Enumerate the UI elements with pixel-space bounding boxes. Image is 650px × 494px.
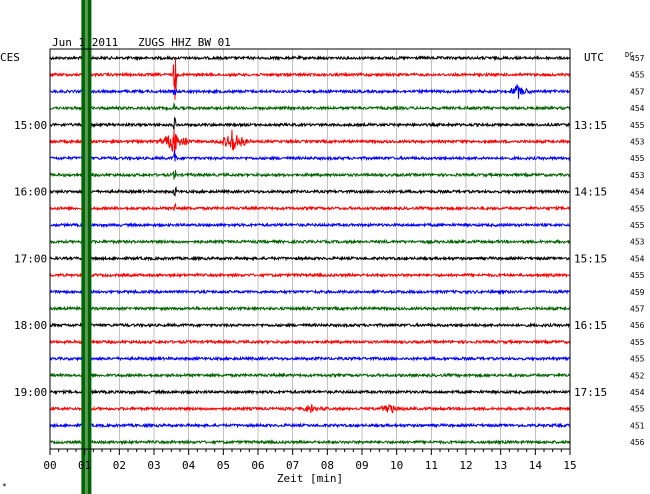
trace-line: [49, 338, 571, 346]
dc-value: 454: [630, 104, 645, 113]
dc-value: 454: [630, 254, 645, 263]
trace-line: [49, 186, 571, 197]
trace-line: [49, 422, 571, 429]
marker-band: [81, 0, 92, 494]
trace-line: [49, 372, 571, 379]
trace-line: [49, 438, 571, 446]
left-hour-label: 19:00: [14, 386, 47, 399]
dc-value: 455: [630, 204, 645, 213]
x-tick-label: 00: [43, 459, 56, 472]
trace-line: [49, 116, 571, 131]
dc-value: 459: [630, 288, 645, 297]
trace-line: [49, 238, 571, 245]
trace-line: [49, 102, 571, 112]
dc-value: 456: [630, 321, 645, 330]
trace-line: [49, 221, 571, 229]
x-tick-label: 10: [390, 459, 403, 472]
trace-line: [49, 58, 571, 100]
x-tick-label: 11: [425, 459, 438, 472]
trace-line: [49, 149, 571, 162]
dc-label: DC: [625, 51, 633, 59]
marker-band-gap: [84, 0, 88, 494]
x-tick-label: 12: [459, 459, 472, 472]
trace-line: [49, 255, 571, 262]
x-tick-label: 13: [494, 459, 507, 472]
dc-value: 455: [630, 154, 645, 163]
dc-value: 455: [630, 221, 645, 230]
right-hour-labels: 13:15 14:15 15:15 16:15 17:15: [574, 119, 607, 399]
trace-line: [49, 305, 571, 312]
x-tick-label: 03: [147, 459, 160, 472]
x-tick-label: 01: [78, 459, 91, 472]
left-hour-labels: 15:00 16:00 17:00 18:00 19:00: [14, 119, 47, 399]
trace-line: [49, 403, 571, 414]
x-tick-label: 06: [251, 459, 264, 472]
x-tick-label: 15: [563, 459, 576, 472]
seismic-traces: [49, 54, 571, 446]
dc-value: 451: [630, 421, 645, 430]
dc-value: 455: [630, 271, 645, 280]
dc-value: 453: [630, 171, 645, 180]
dc-value: 457: [630, 54, 645, 63]
x-tick-label: 04: [182, 459, 196, 472]
dc-value: 455: [630, 405, 645, 414]
right-hour-label: 16:15: [574, 319, 607, 332]
dc-value: 454: [630, 188, 645, 197]
trace-line: [49, 169, 571, 180]
corner-mark: *: [2, 482, 7, 491]
dc-value: 454: [630, 388, 645, 397]
right-timezone-label: UTC: [584, 51, 604, 64]
dc-value: 455: [630, 121, 645, 130]
trace-line: [49, 322, 571, 329]
right-hour-label: 14:15: [574, 186, 607, 199]
dc-value: 453: [630, 138, 645, 147]
x-tick-label: 08: [321, 459, 334, 472]
right-hour-label: 13:15: [574, 119, 607, 132]
trace-line: [49, 54, 571, 62]
trace-line: [49, 202, 571, 212]
trace-line: [50, 355, 571, 362]
trace-line: [49, 271, 571, 279]
left-hour-label: 16:00: [14, 186, 47, 199]
dc-value-labels: 457 455 457 454 455 453 455 453 454 455 455 453 454 4…: [630, 54, 645, 447]
time-grid: [84, 49, 536, 449]
right-hour-label: 15:15: [574, 252, 607, 265]
left-timezone-label: CES: [0, 51, 20, 64]
x-tick-labels: 00 01 02 03 04 05 06 07 08 09 10 11 12 13 14 15: [43, 459, 576, 472]
dc-value: 457: [630, 87, 645, 96]
trace-line: [49, 388, 571, 396]
left-hour-label: 17:00: [14, 252, 47, 265]
dc-value: 456: [630, 438, 645, 447]
x-axis-ticks: [49, 449, 571, 455]
marker-band-bar: [81, 0, 92, 494]
x-tick-label: 02: [113, 459, 126, 472]
dc-value: 455: [630, 355, 645, 364]
x-axis-label: Zeit [min]: [277, 472, 343, 485]
x-tick-label: 05: [217, 459, 230, 472]
right-hour-label: 17:15: [574, 386, 607, 399]
left-hour-label: 15:00: [14, 119, 47, 132]
trace-line: [49, 288, 571, 296]
x-tick-label: 09: [355, 459, 368, 472]
x-tick-label: 14: [529, 459, 543, 472]
x-tick-label: 07: [286, 459, 299, 472]
trace-line: [49, 129, 571, 158]
dc-value: 453: [630, 238, 645, 247]
chart-title: Jun 1 2011 ZUGS HHZ BW 01: [52, 36, 231, 49]
dc-value: 457: [630, 305, 645, 314]
dc-value: 455: [630, 338, 645, 347]
dc-value: 455: [630, 71, 645, 80]
left-hour-label: 18:00: [14, 319, 47, 332]
trace-line: [49, 84, 571, 99]
dc-value: 452: [630, 371, 645, 380]
